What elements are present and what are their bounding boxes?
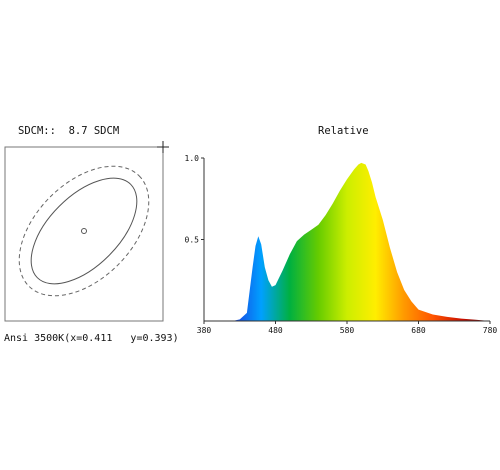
spectrum-area xyxy=(204,162,490,321)
sdcm-ellipse-solid xyxy=(30,177,138,285)
sdcm-frame xyxy=(4,146,164,322)
spectrum-title: Relative xyxy=(318,125,369,137)
x-tick-label: 680 xyxy=(411,326,426,335)
y-tick-label: 1.0 xyxy=(185,154,200,163)
sdcm-center-point xyxy=(81,228,87,234)
ansi-caption: Ansi 3500K(x=0.411 y=0.393) xyxy=(4,333,179,344)
x-tick-label: 580 xyxy=(340,326,355,335)
y-tick-label: 0.5 xyxy=(185,236,200,245)
crosshair-marker xyxy=(157,141,169,153)
x-tick-label: 780 xyxy=(483,326,498,335)
x-tick-label: 480 xyxy=(268,326,283,335)
sdcm-ellipse-dashed xyxy=(18,165,150,297)
sdcm-title: SDCM:: 8.7 SDCM xyxy=(18,125,120,137)
x-tick-label: 380 xyxy=(197,326,212,335)
